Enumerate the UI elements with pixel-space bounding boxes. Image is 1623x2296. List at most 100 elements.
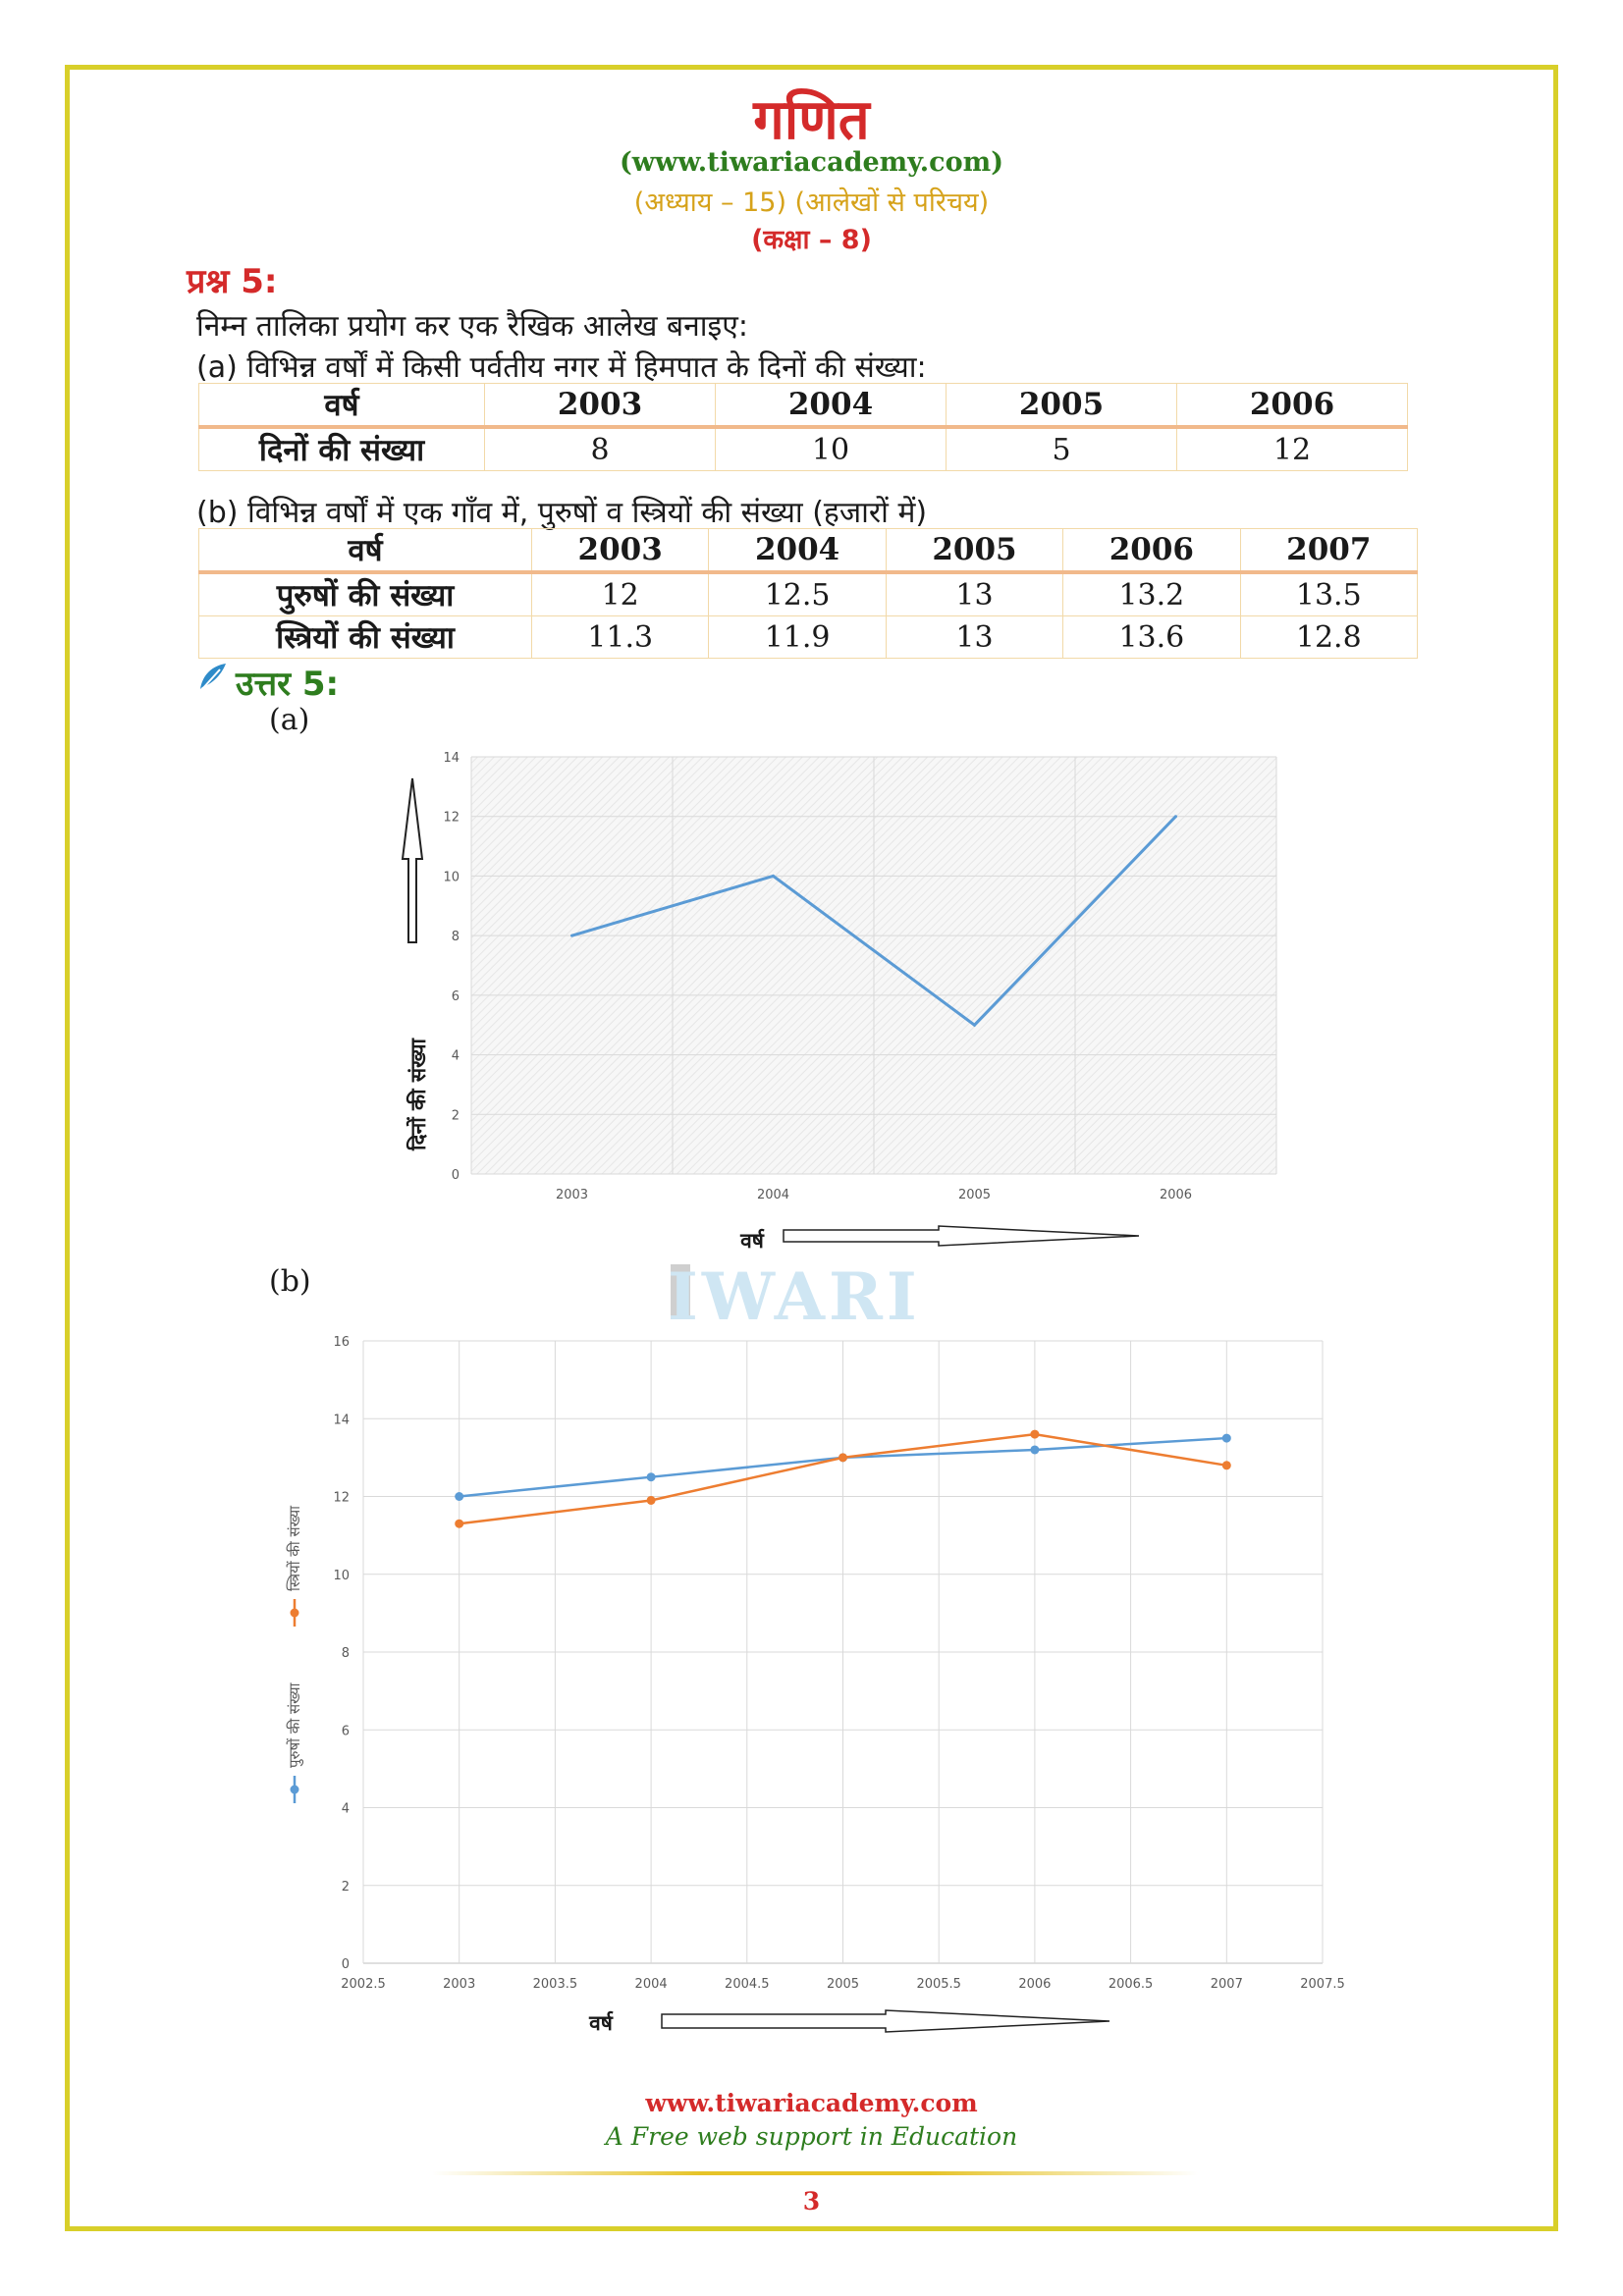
table-cell: 10 [715,426,947,471]
page-border [65,65,1558,2231]
x-tick-label: 2004 [757,1188,789,1202]
x-tick-label: 2006 [1160,1188,1192,1202]
header-website: (www.tiwariacademy.com) [620,147,1003,178]
table-header-cell: 2006 [1062,528,1241,574]
chart-a-xlabel: वर्ष [739,1228,765,1253]
x-tick-label: 2004 [635,1977,668,1992]
answer-part-a-label: (a) [269,703,310,737]
y-tick-label: 4 [342,1802,350,1817]
table-cell: 13.5 [1239,571,1419,616]
watermark-text: IWARI [668,1258,921,1335]
y-tick-label: 0 [342,1957,350,1972]
page-title: गणित [753,88,870,152]
chart-a-y-ticks: 0 2 4 6 8 10 12 14 [443,751,460,1183]
x-tick-label: 2007.5 [1300,1977,1345,1992]
y-tick-label: 2 [342,1880,350,1895]
table-header-cell: 2003 [484,383,716,429]
x-tick-label: 2005.5 [916,1977,961,1992]
y-tick-label: 8 [452,930,460,944]
up-arrow-icon [401,777,424,943]
table-header-cell: 2005 [885,528,1064,574]
class-line: (कक्षा – 8) [751,225,872,255]
table-cell: 12.8 [1239,615,1419,659]
table-cell: 11.9 [708,615,887,659]
data-point [1221,1433,1231,1443]
y-tick-label: 16 [333,1335,350,1350]
chart-b-series [455,1429,1231,1528]
x-tick-label: 2006.5 [1109,1977,1154,1992]
x-tick-label: 2003.5 [533,1977,578,1992]
data-point [839,1453,847,1463]
data-point [455,1519,464,1528]
data-point [646,1472,656,1482]
footer-tagline: A Free web support in Education [605,2122,1018,2151]
y-tick-label: 10 [443,870,460,884]
chart-b-grid [362,1340,1324,1964]
x-tick-label: 2005 [827,1977,859,1992]
data-point [973,1023,976,1027]
footer-website: www.tiwariacademy.com [645,2089,978,2117]
x-tick-label: 2003 [443,1977,475,1992]
y-tick-label: 0 [452,1168,460,1183]
table-header-cell: 2006 [1176,383,1408,429]
chart-b-y-ticks: 0 2 4 6 8 10 12 14 16 [333,1335,350,1972]
series-line [571,815,1177,1028]
part-a-caption: (a) विभिन्न वर्षों में किसी पर्वतीय नगर … [196,350,927,385]
question-label: प्रश्न 5: [187,262,278,301]
table-header-cell: 2004 [715,383,947,429]
chart-a-grid [470,756,1277,1175]
table-a: वर्ष 2003 2004 2005 2006 दिनों की संख्या… [198,383,1408,471]
table-cell: 13 [885,615,1064,659]
data-point [570,934,573,937]
chart-b-xlabel: वर्ष [588,2010,614,2035]
table-row: स्त्रियों की संख्या 11.3 11.9 13 13.6 12… [198,615,1419,659]
table-header-cell: 2003 [530,528,710,574]
x-tick-label: 2002.5 [341,1977,386,1992]
table-header-cell: 2007 [1239,528,1419,574]
data-point [646,1495,656,1505]
y-tick-label: 12 [443,811,460,826]
data-point [1030,1429,1040,1439]
table-b: वर्ष 2003 2004 2005 2006 2007 पुरुषों की… [198,528,1419,659]
legend-marker [290,1608,299,1618]
table-cell: 12 [530,571,710,616]
chart-a: 0 2 4 6 8 10 12 14 2003 2004 2005 2006 दिनों की सं… [401,751,1277,1253]
x-tick-label: 2006 [1018,1977,1051,1992]
chart-a-ylabel: दिनों की संख्या [406,1037,430,1151]
y-tick-label: 2 [452,1108,460,1123]
y-tick-label: 6 [342,1724,350,1738]
chart-b-legend: पुरुषों की संख्या स्त्रियों की संख्या [286,1505,304,1803]
y-tick-label: 8 [342,1646,350,1661]
data-point [1221,1461,1231,1470]
chart-a-x-ticks: 2003 2004 2005 2006 [556,1188,1192,1202]
table-header-cell: वर्ष [198,383,485,429]
chart-a-series [570,815,1177,1028]
data-point [1174,815,1177,819]
table-cell: पुरुषों की संख्या [198,571,532,616]
page-number: 3 [802,2187,821,2216]
table-cell: 13.2 [1062,571,1241,616]
y-tick-label: 10 [333,1569,350,1583]
legend-marker [290,1785,299,1794]
table-cell: 5 [946,426,1177,471]
leaf-logo-icon [200,664,226,690]
watermark-bar [671,1264,690,1319]
x-tick-label: 2004.5 [725,1977,770,1992]
x-tick-label: 2003 [556,1188,588,1202]
chart-b: 0 2 4 6 8 10 12 14 16 2002.5 2003 2003.5 2004 2004.5… [286,1335,1345,2035]
y-tick-label: 14 [443,751,460,766]
y-tick-label: 6 [452,989,460,1004]
answer-label: उत्तर 5: [236,665,340,704]
right-arrow-icon [783,1225,1140,1247]
table-cell: 8 [484,426,716,471]
footer-rule [432,2171,1198,2175]
table-row: वर्ष 2003 2004 2005 2006 [198,383,1408,429]
table-header-cell: 2004 [708,528,887,574]
x-tick-label: 2007 [1211,1977,1243,1992]
y-tick-label: 14 [333,1413,350,1427]
table-cell: दिनों की संख्या [198,426,485,471]
table-cell: 11.3 [530,615,710,659]
y-tick-label: 12 [333,1491,350,1506]
legend-label: पुरुषों की संख्या [286,1682,304,1768]
y-tick-label: 4 [452,1049,460,1064]
